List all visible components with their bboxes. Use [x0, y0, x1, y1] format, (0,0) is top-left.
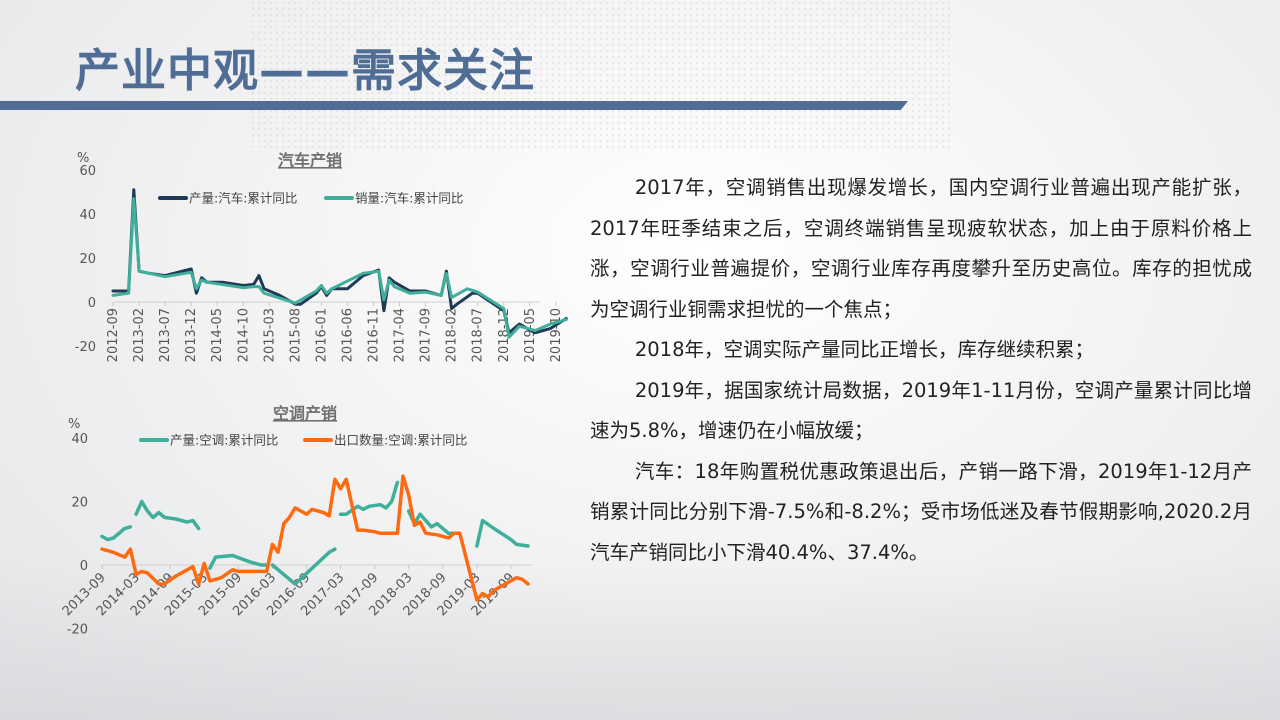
- x-tick-label: 2013-07: [158, 308, 173, 362]
- x-tick-label: 2013-02: [132, 308, 147, 362]
- series-line-1: [270, 547, 337, 586]
- x-tick-label: 2016-11: [367, 308, 382, 362]
- y-tick-label: -20: [67, 623, 88, 638]
- series-line-1: [475, 518, 530, 548]
- chart-title: 汽车产销: [278, 151, 342, 170]
- y-tick-label: 0: [88, 296, 96, 311]
- y-tick-label: -20: [75, 340, 96, 355]
- y-tick-label: 40: [71, 432, 88, 447]
- chart-title: 空调产销: [273, 404, 337, 423]
- paragraph-2017: 2017年，空调销售出现爆发增长，国内空调行业普遍出现产能扩张，2017年旺季结…: [590, 176, 1252, 321]
- paragraph-2018: 2018年，空调实际产量同比正增长，库存继续积累；: [634, 338, 1094, 361]
- x-tick-label: 2018-12: [497, 308, 512, 362]
- x-tick-label: 2016-01: [314, 308, 329, 362]
- y-tick-label: 60: [79, 164, 96, 179]
- series-line-2: [100, 474, 530, 602]
- paragraph-2019: 2019年，据国家统计局数据，2019年1-11月份，空调产量累计同比增速为5.…: [590, 378, 1252, 443]
- x-tick-label: 2015-03: [262, 308, 277, 362]
- y-unit-label: %: [77, 151, 89, 166]
- x-tick-label: 2019-05: [523, 308, 538, 362]
- legend-label: 产量:空调:累计同比: [170, 433, 278, 448]
- x-tick-label: 2016-06: [340, 308, 355, 362]
- series-line-2: [111, 197, 568, 339]
- x-tick-label: 2013-12: [184, 308, 199, 362]
- y-tick-label: 20: [71, 496, 88, 511]
- y-tick-label: 0: [80, 559, 88, 574]
- y-tick-label: 40: [79, 208, 96, 223]
- x-tick-label: 2014-05: [210, 308, 225, 362]
- x-tick-label: 2018-07: [471, 308, 486, 362]
- series-line-1: [100, 525, 133, 542]
- legend-label: 出口数量:空调:累计同比: [334, 433, 467, 448]
- paragraph-auto: 汽车：18年购置税优惠政策退出后，产销一路下滑，2019年1-12月产销累计同比…: [590, 459, 1252, 564]
- page-title: 产业中观——需求关注: [75, 44, 536, 97]
- y-tick-label: 20: [79, 252, 96, 267]
- series-line-1: [338, 480, 400, 516]
- body-text: 2017年，空调销售出现爆发增长，国内空调行业普遍出现产能扩张，2017年旺季结…: [590, 168, 1252, 573]
- y-unit-label: %: [68, 417, 80, 432]
- x-tick-label: 2012-09: [106, 308, 121, 362]
- legend-label: 销量:汽车:累计同比: [355, 191, 463, 206]
- x-tick-label: 2018-02: [445, 308, 460, 362]
- title-underline-bar: [0, 101, 908, 110]
- x-tick-label: 2017-04: [393, 308, 408, 362]
- x-tick-label: 2015-08: [288, 308, 303, 362]
- legend-label: 产量:汽车:累计同比: [189, 191, 297, 206]
- series-line-1: [134, 499, 201, 531]
- x-tick-label: 2014-10: [236, 308, 251, 362]
- world-map-dots: [250, 0, 950, 150]
- background-skyline: [0, 560, 1280, 720]
- x-tick-label: 2017-09: [419, 308, 434, 362]
- series-line-1: [208, 553, 269, 570]
